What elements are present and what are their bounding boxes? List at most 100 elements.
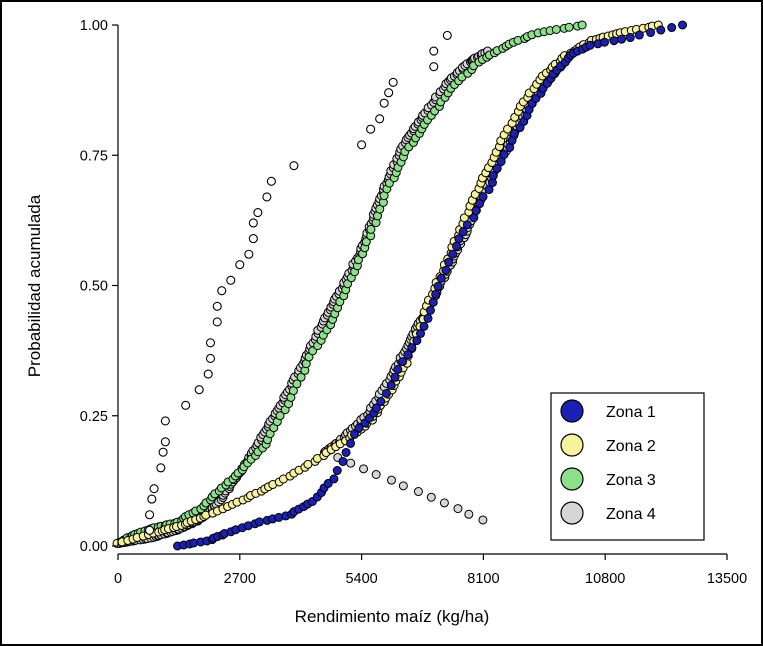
data-point xyxy=(371,470,381,480)
data-point xyxy=(398,481,408,491)
data-point xyxy=(156,463,166,473)
data-point xyxy=(429,46,439,56)
data-point xyxy=(244,249,254,259)
data-point xyxy=(407,343,417,353)
data-point xyxy=(488,171,498,181)
x-tick-label: 2700 xyxy=(224,571,256,587)
y-tick-label: 1.00 xyxy=(80,18,108,34)
data-point xyxy=(484,185,494,195)
x-axis-title: Rendimiento maíz (kg/ha) xyxy=(295,607,490,626)
data-point xyxy=(366,124,376,134)
data-point xyxy=(357,140,367,150)
data-point xyxy=(160,437,170,447)
data-point xyxy=(296,372,306,382)
data-point xyxy=(350,429,360,439)
data-point xyxy=(205,353,216,363)
data-point xyxy=(413,487,423,497)
data-point xyxy=(341,447,351,457)
data-point xyxy=(160,416,170,426)
legend-label: Zona 2 xyxy=(606,438,656,455)
legend-marker xyxy=(560,467,584,491)
data-point xyxy=(403,350,413,360)
y-tick-label: 0.50 xyxy=(80,279,108,295)
data-point xyxy=(217,286,227,296)
data-point xyxy=(634,30,644,40)
data-point xyxy=(205,338,216,348)
data-point xyxy=(381,388,391,398)
data-point xyxy=(617,34,627,44)
data-point xyxy=(371,403,381,413)
x-tick-label: 8100 xyxy=(467,571,499,587)
data-point xyxy=(359,464,369,474)
data-point xyxy=(332,466,342,476)
x-tick-label: 10800 xyxy=(585,571,625,587)
data-point xyxy=(478,192,488,202)
data-point xyxy=(388,77,398,87)
legend-marker xyxy=(560,433,584,457)
data-point xyxy=(431,289,441,299)
data-point xyxy=(289,161,299,171)
data-point xyxy=(499,149,509,159)
data-point xyxy=(678,20,688,30)
data-point xyxy=(478,515,488,525)
data-point xyxy=(181,400,191,410)
data-point xyxy=(262,192,272,202)
data-point xyxy=(444,257,454,267)
data-point xyxy=(452,241,462,251)
data-point xyxy=(384,88,394,98)
data-point xyxy=(386,475,396,485)
legend: Zona 1 Zona 2 Zona 3 Zona 4 xyxy=(550,392,705,541)
data-point xyxy=(429,62,439,72)
data-point xyxy=(464,509,474,519)
plot-points xyxy=(112,20,688,551)
data-point xyxy=(442,30,452,40)
x-tick-label: 5400 xyxy=(345,571,377,587)
data-point xyxy=(509,129,519,139)
axes: 0.00 0.25 0.50 0.75 1.00 0 2700 5400 8100 10800 13… xyxy=(80,18,747,587)
data-point xyxy=(254,517,264,527)
data-point xyxy=(412,336,422,346)
data-point xyxy=(416,329,426,339)
x-tick-label: 0 xyxy=(114,571,122,587)
data-point xyxy=(419,321,429,331)
data-point xyxy=(453,504,463,514)
data-point xyxy=(458,227,468,237)
data-point xyxy=(428,297,438,307)
data-point xyxy=(609,36,619,46)
series-zona-4-open-circles- xyxy=(145,30,452,535)
legend-marker xyxy=(560,399,584,423)
y-tick-label: 0.00 xyxy=(80,539,108,555)
series-zona-3 xyxy=(114,20,587,548)
data-point xyxy=(448,249,458,259)
data-point xyxy=(346,458,356,468)
data-point xyxy=(194,385,204,395)
data-point xyxy=(248,218,258,228)
data-point xyxy=(425,305,435,315)
data-point xyxy=(375,204,385,214)
legend-marker xyxy=(560,501,584,525)
data-point xyxy=(275,411,285,421)
data-point xyxy=(376,397,386,407)
data-point xyxy=(361,237,371,247)
data-point xyxy=(212,317,222,327)
y-tick-label: 0.25 xyxy=(80,409,108,425)
data-point xyxy=(253,208,263,218)
data-point xyxy=(436,273,446,283)
data-point xyxy=(145,525,155,535)
data-point xyxy=(338,456,348,466)
data-point xyxy=(145,510,155,520)
data-point xyxy=(439,498,449,508)
data-point xyxy=(353,255,363,265)
data-point xyxy=(475,199,485,209)
data-point xyxy=(585,40,595,50)
data-point xyxy=(386,380,396,390)
data-point xyxy=(462,220,472,230)
data-point xyxy=(646,28,656,38)
series-zona-1 xyxy=(173,20,688,551)
data-point xyxy=(329,474,339,484)
data-point xyxy=(354,423,364,433)
data-point xyxy=(441,265,451,275)
data-point xyxy=(212,301,222,311)
data-point xyxy=(426,492,436,502)
